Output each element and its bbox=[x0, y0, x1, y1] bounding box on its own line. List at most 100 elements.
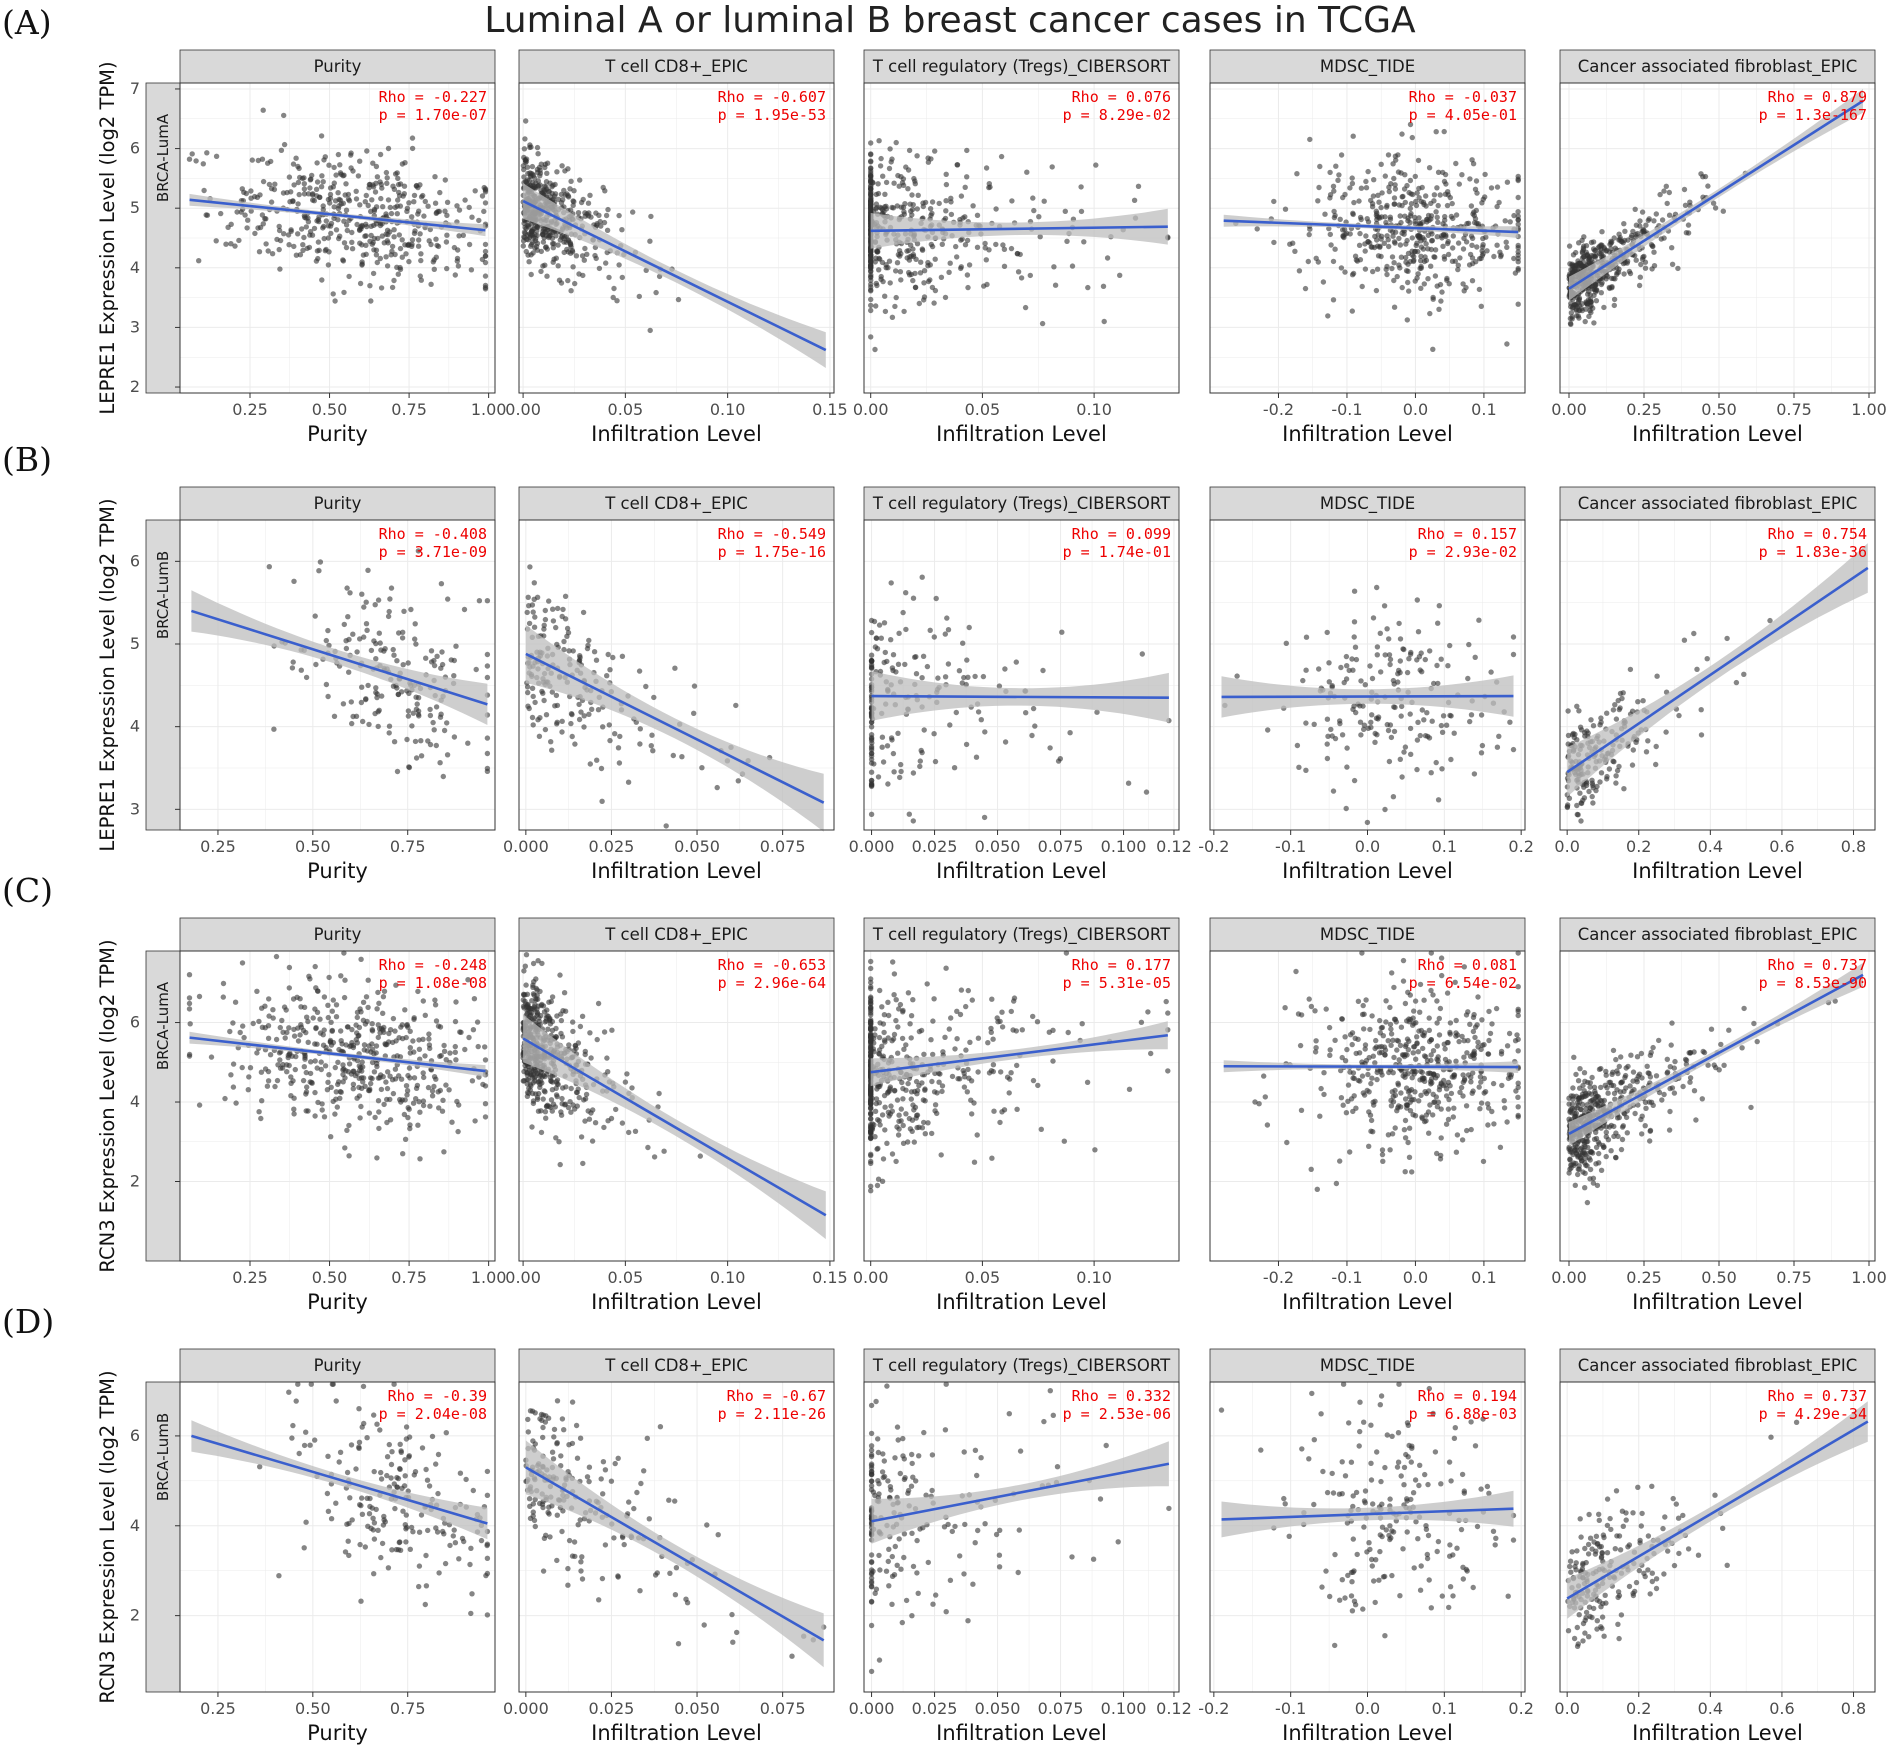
data-point bbox=[930, 1051, 936, 1058]
data-point bbox=[889, 314, 896, 320]
data-point bbox=[1439, 766, 1445, 772]
data-point bbox=[733, 702, 739, 709]
data-point bbox=[383, 254, 389, 260]
data-point bbox=[357, 158, 363, 164]
data-point bbox=[1441, 178, 1448, 185]
data-point bbox=[1125, 780, 1132, 786]
data-point bbox=[265, 1035, 272, 1042]
cohort-label: BRCA-LumB bbox=[154, 551, 172, 639]
data-point bbox=[1407, 711, 1413, 717]
data-point bbox=[1336, 172, 1342, 178]
data-point bbox=[1294, 742, 1301, 749]
data-point bbox=[255, 157, 261, 164]
data-point bbox=[293, 155, 299, 161]
data-point bbox=[1392, 182, 1398, 188]
data-point bbox=[431, 257, 437, 263]
data-point bbox=[1438, 298, 1444, 304]
x-tick-label: 0.0 bbox=[1355, 837, 1380, 856]
x-tick-label: 0.100 bbox=[1101, 837, 1147, 856]
data-point bbox=[373, 204, 380, 210]
data-point bbox=[1598, 290, 1605, 296]
data-point bbox=[319, 173, 325, 179]
data-point bbox=[1316, 184, 1322, 191]
data-point bbox=[313, 186, 320, 192]
data-point bbox=[1271, 239, 1277, 246]
data-point bbox=[1408, 210, 1414, 217]
x-axis-title: Infiltration Level bbox=[936, 422, 1107, 446]
panel-strip bbox=[863, 486, 1180, 521]
p-value-label: p = 4.05e-01 bbox=[1409, 106, 1517, 124]
data-point bbox=[456, 207, 463, 213]
data-point bbox=[1138, 1019, 1145, 1025]
data-point bbox=[1463, 239, 1470, 245]
data-point bbox=[900, 1140, 907, 1147]
data-point bbox=[565, 277, 571, 284]
data-point bbox=[317, 1030, 324, 1036]
data-point bbox=[228, 1072, 234, 1078]
p-value-label: p = 1.74e-01 bbox=[1063, 543, 1171, 561]
data-point bbox=[439, 649, 445, 655]
data-point bbox=[317, 559, 324, 565]
data-point bbox=[1593, 287, 1600, 293]
data-point bbox=[1409, 134, 1416, 141]
data-point bbox=[431, 657, 437, 664]
data-point bbox=[266, 181, 273, 188]
data-point bbox=[389, 284, 396, 291]
data-point bbox=[350, 1086, 356, 1092]
data-point bbox=[895, 730, 901, 736]
data-point bbox=[1306, 231, 1312, 238]
data-point bbox=[585, 642, 591, 649]
data-point bbox=[1633, 257, 1639, 263]
data-point bbox=[1472, 654, 1478, 660]
data-point bbox=[1448, 213, 1455, 220]
data-point bbox=[555, 196, 562, 203]
data-point bbox=[575, 1086, 581, 1092]
data-point bbox=[334, 1104, 340, 1110]
data-point bbox=[535, 958, 541, 964]
data-point bbox=[1609, 285, 1615, 291]
data-point bbox=[349, 229, 355, 236]
data-point bbox=[375, 1034, 381, 1041]
data-point bbox=[962, 242, 969, 248]
data-point bbox=[476, 217, 482, 224]
data-point bbox=[880, 759, 887, 765]
data-point bbox=[1428, 770, 1434, 776]
rho-label: Rho = -0.653 bbox=[718, 956, 826, 974]
data-point bbox=[1608, 246, 1614, 252]
data-point bbox=[1611, 302, 1618, 309]
data-point bbox=[697, 1153, 703, 1159]
data-point bbox=[526, 259, 532, 265]
data-point bbox=[1001, 246, 1008, 252]
data-point bbox=[359, 684, 365, 690]
data-point bbox=[1093, 162, 1099, 168]
data-point bbox=[521, 968, 527, 974]
data-point bbox=[465, 977, 471, 983]
data-point bbox=[927, 627, 933, 633]
data-point bbox=[399, 161, 406, 167]
data-point bbox=[375, 597, 382, 603]
data-point bbox=[1316, 666, 1322, 672]
data-point bbox=[386, 730, 392, 736]
data-point bbox=[331, 713, 338, 719]
data-point bbox=[291, 1106, 297, 1112]
data-point bbox=[405, 660, 411, 666]
data-point bbox=[444, 199, 451, 205]
data-point bbox=[333, 1014, 340, 1020]
data-point bbox=[908, 1013, 915, 1019]
data-point bbox=[947, 260, 953, 266]
data-point bbox=[542, 244, 549, 251]
data-point bbox=[244, 225, 250, 231]
data-point bbox=[549, 1079, 556, 1085]
data-point bbox=[1504, 179, 1511, 185]
x-tick-label: 0.000 bbox=[503, 837, 549, 856]
data-point bbox=[363, 599, 369, 605]
regression-line bbox=[1566, 566, 1869, 774]
data-point bbox=[270, 1015, 276, 1021]
data-point bbox=[442, 208, 448, 214]
data-point bbox=[394, 211, 400, 217]
data-point bbox=[879, 744, 885, 750]
data-point bbox=[1618, 238, 1624, 245]
data-point bbox=[610, 294, 616, 301]
data-point bbox=[343, 207, 350, 213]
data-point bbox=[259, 212, 266, 218]
